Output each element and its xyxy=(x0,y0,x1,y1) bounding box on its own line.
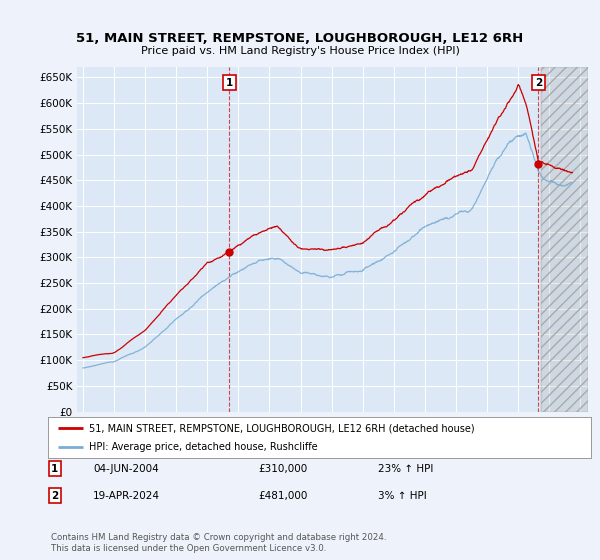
Text: 2: 2 xyxy=(51,491,58,501)
Bar xyxy=(541,67,588,412)
Text: 04-JUN-2004: 04-JUN-2004 xyxy=(93,464,159,474)
Text: HPI: Average price, detached house, Rushcliffe: HPI: Average price, detached house, Rush… xyxy=(89,442,317,451)
Text: 3% ↑ HPI: 3% ↑ HPI xyxy=(378,491,427,501)
Bar xyxy=(541,67,588,412)
Text: Price paid vs. HM Land Registry's House Price Index (HPI): Price paid vs. HM Land Registry's House … xyxy=(140,46,460,56)
Text: 19-APR-2024: 19-APR-2024 xyxy=(93,491,160,501)
Text: 51, MAIN STREET, REMPSTONE, LOUGHBOROUGH, LE12 6RH: 51, MAIN STREET, REMPSTONE, LOUGHBOROUGH… xyxy=(76,32,524,45)
Text: £481,000: £481,000 xyxy=(258,491,307,501)
Text: 23% ↑ HPI: 23% ↑ HPI xyxy=(378,464,433,474)
Text: 51, MAIN STREET, REMPSTONE, LOUGHBOROUGH, LE12 6RH (detached house): 51, MAIN STREET, REMPSTONE, LOUGHBOROUGH… xyxy=(89,423,475,433)
Text: 2: 2 xyxy=(535,77,542,87)
Text: 1: 1 xyxy=(226,77,233,87)
Text: £310,000: £310,000 xyxy=(258,464,307,474)
Text: Contains HM Land Registry data © Crown copyright and database right 2024.
This d: Contains HM Land Registry data © Crown c… xyxy=(51,533,386,553)
Text: 1: 1 xyxy=(51,464,58,474)
